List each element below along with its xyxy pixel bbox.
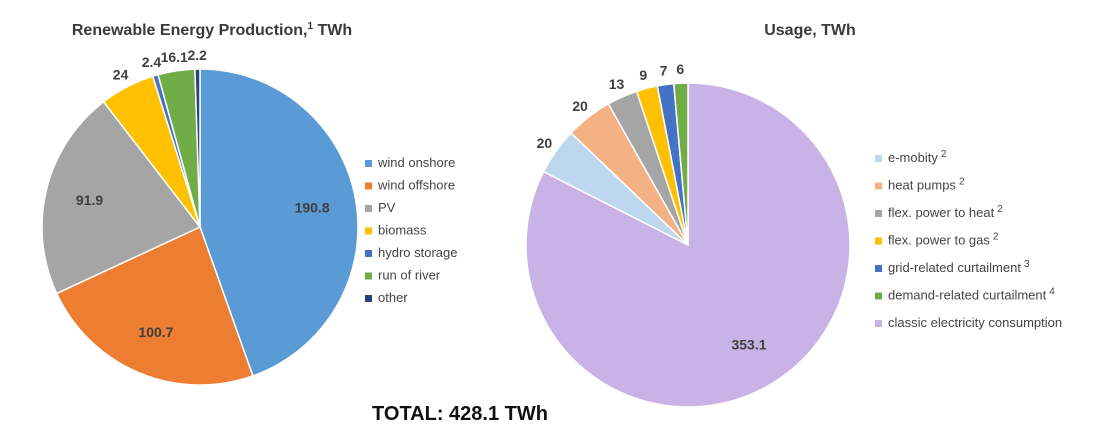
data-label-wind-onshore: 190.8 — [295, 200, 330, 216]
slice-other — [194, 68, 201, 228]
data-label-other: 2.2 — [187, 47, 207, 63]
data-label-wind-offshore: 100.7 — [138, 324, 173, 340]
legend-label-flex-power-to-gas: flex. power to gas 2 — [888, 232, 999, 248]
legend-swatch-classic-electricity-consumption — [875, 320, 882, 327]
usage-pie: Usage, TWh 353.1 20 20 13 9 7 6 e-mobity 2 heat … — [525, 22, 1062, 408]
usage-legend: e-mobity 2 heat pumps 2 flex. power to heat 2… — [875, 149, 1062, 330]
legend-swatch-heat-pumps — [875, 182, 882, 190]
legend-swatch-pv — [365, 205, 372, 212]
legend-label-pv: PV — [378, 200, 396, 215]
data-label-grid-related-curtailment: 7 — [660, 63, 668, 79]
legend-swatch-biomass — [365, 227, 372, 235]
legend-label-classic-electricity-consumption: classic electricity consumption — [888, 315, 1062, 330]
production-title: Renewable Energy Production,1 TWh — [72, 21, 352, 39]
production-legend: wind onshore wind offshore PV biomass hydro … — [365, 155, 458, 305]
data-label-run-of-river: 16.1 — [161, 49, 188, 65]
data-label-pv: 91.9 — [76, 192, 103, 208]
legend-label-heat-pumps: heat pumps 2 — [888, 177, 965, 193]
total-label: TOTAL: 428.1 TWh — [372, 403, 548, 425]
data-label-heat-pumps: 20 — [572, 98, 588, 114]
legend-label-run-of-river: run of river — [378, 268, 441, 283]
slice-wind-offshore — [55, 225, 254, 386]
legend-swatch-e-mobity — [875, 155, 882, 162]
data-label-biomass: 24 — [113, 66, 129, 82]
renewable-production-pie: Renewable Energy Production,1 TWh 190.8 1… — [41, 21, 458, 386]
slice-pv — [41, 100, 202, 295]
legend-swatch-other — [365, 295, 372, 302]
legend-swatch-demand-related-curtailment — [875, 292, 882, 300]
legend-swatch-flex-power-to-gas — [875, 237, 882, 245]
legend-label-e-mobity: e-mobity 2 — [888, 149, 947, 165]
legend-label-grid-related-curtailment: grid-related curtailment 3 — [888, 259, 1030, 275]
legend-label-flex-power-to-heat: flex. power to heat 2 — [888, 204, 1003, 220]
legend-label-hydro-storage: hydro storage — [378, 245, 458, 260]
legend-label-other: other — [378, 290, 408, 305]
legend-label-wind-onshore: wind onshore — [377, 155, 455, 170]
legend-label-biomass: biomass — [378, 223, 427, 238]
data-label-flex-power-to-heat: 13 — [609, 76, 625, 92]
data-label-e-mobity: 20 — [537, 135, 553, 151]
legend-swatch-run-of-river — [365, 272, 372, 280]
legend-swatch-hydro-storage — [365, 250, 372, 257]
usage-title: Usage, TWh — [764, 22, 856, 39]
legend-label-wind-offshore: wind offshore — [377, 178, 455, 193]
legend-swatch-flex-power-to-heat — [875, 210, 882, 217]
data-label-classic-electricity-consumption: 353.1 — [731, 336, 766, 352]
legend-swatch-wind-onshore — [365, 160, 372, 167]
data-label-flex-power-to-gas: 9 — [639, 67, 647, 83]
slice-demand-related-curtailment — [672, 82, 689, 246]
legend-swatch-grid-related-curtailment — [875, 265, 882, 272]
data-label-demand-related-curtailment: 6 — [676, 61, 684, 77]
data-label-hydro-storage: 2.4 — [142, 54, 162, 70]
slice-wind-onshore — [199, 68, 359, 377]
legend-label-demand-related-curtailment: demand-related curtailment 4 — [888, 287, 1055, 303]
legend-swatch-wind-offshore — [365, 182, 372, 190]
